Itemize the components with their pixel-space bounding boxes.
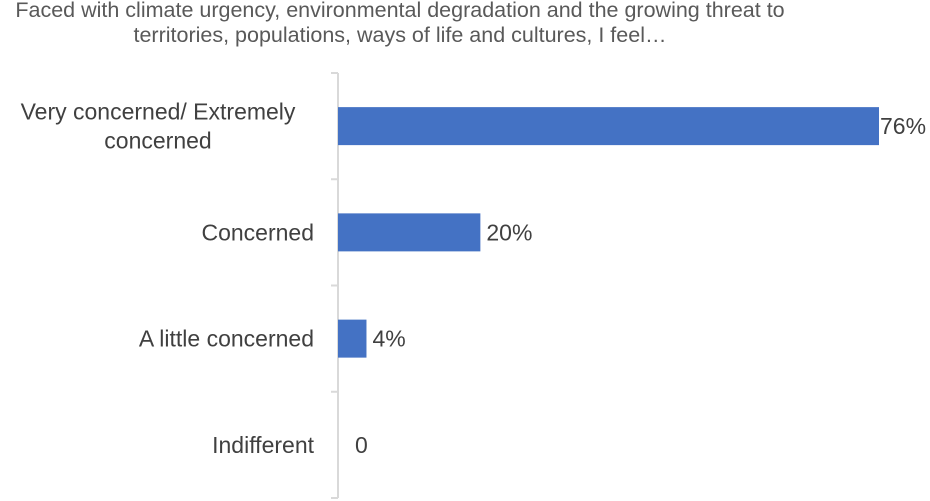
data-label: 0 — [355, 432, 368, 458]
category-label: Concerned — [201, 219, 314, 245]
category-label: Very concerned/ Extremely — [21, 99, 296, 125]
data-label: 4% — [372, 326, 405, 352]
category-label: concerned — [104, 128, 211, 154]
category-label: Indifferent — [212, 432, 314, 458]
bar — [338, 319, 367, 358]
data-label: 76% — [880, 113, 926, 139]
data-label: 20% — [486, 219, 532, 245]
chart-title: Faced with climate urgency, environmenta… — [15, 0, 785, 47]
category-label: A little concerned — [139, 326, 314, 352]
bar — [338, 107, 879, 146]
bar — [338, 213, 481, 252]
